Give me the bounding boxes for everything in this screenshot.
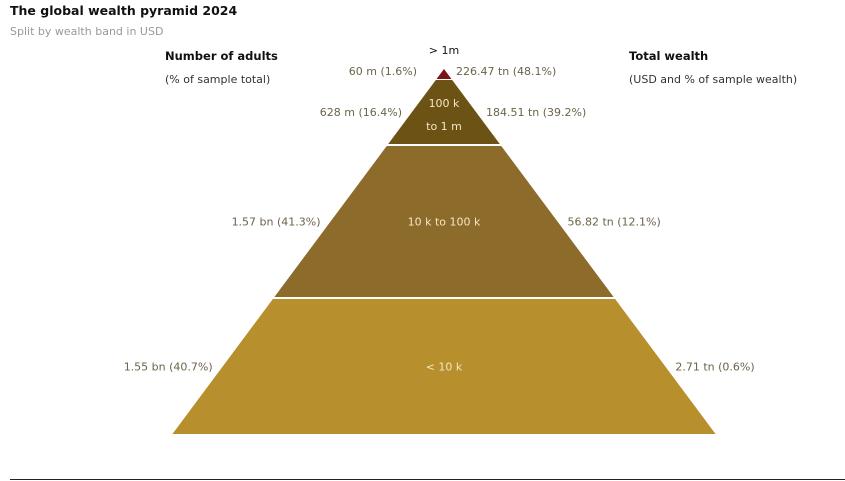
adults-label: 628 m (16.4%) bbox=[320, 106, 402, 119]
pyramid-band-1 bbox=[388, 80, 500, 144]
wealth-label: 56.82 tn (12.1%) bbox=[567, 216, 660, 229]
pyramid-band-0 bbox=[436, 69, 452, 79]
pyramid-band-3 bbox=[172, 299, 716, 434]
wealth-label: 226.47 tn (48.1%) bbox=[456, 65, 556, 78]
chart-subtitle: Split by wealth band in USD bbox=[10, 25, 164, 38]
wealth-label: 2.71 tn (0.6%) bbox=[675, 361, 754, 374]
adults-label: 1.55 bn (40.7%) bbox=[124, 361, 213, 374]
band-label: 100 k bbox=[429, 97, 460, 110]
chart-title: The global wealth pyramid 2024 bbox=[10, 3, 238, 18]
bottom-rule bbox=[10, 479, 845, 480]
band-label: > 1m bbox=[429, 44, 459, 57]
pyramid-band-2 bbox=[274, 146, 614, 297]
wealth-label: 184.51 tn (39.2%) bbox=[486, 106, 586, 119]
band-label: to 1 m bbox=[426, 120, 462, 133]
band-label: 10 k to 100 k bbox=[408, 216, 481, 229]
left-header-title: Number of adults bbox=[165, 49, 278, 63]
band-label: < 10 k bbox=[426, 361, 463, 374]
right-header-subtitle: (USD and % of sample wealth) bbox=[629, 73, 798, 86]
left-header-subtitle: (% of sample total) bbox=[165, 73, 271, 86]
adults-label: 60 m (1.6%) bbox=[349, 65, 417, 78]
right-header-title: Total wealth bbox=[629, 49, 709, 63]
adults-label: 1.57 bn (41.3%) bbox=[232, 216, 321, 229]
